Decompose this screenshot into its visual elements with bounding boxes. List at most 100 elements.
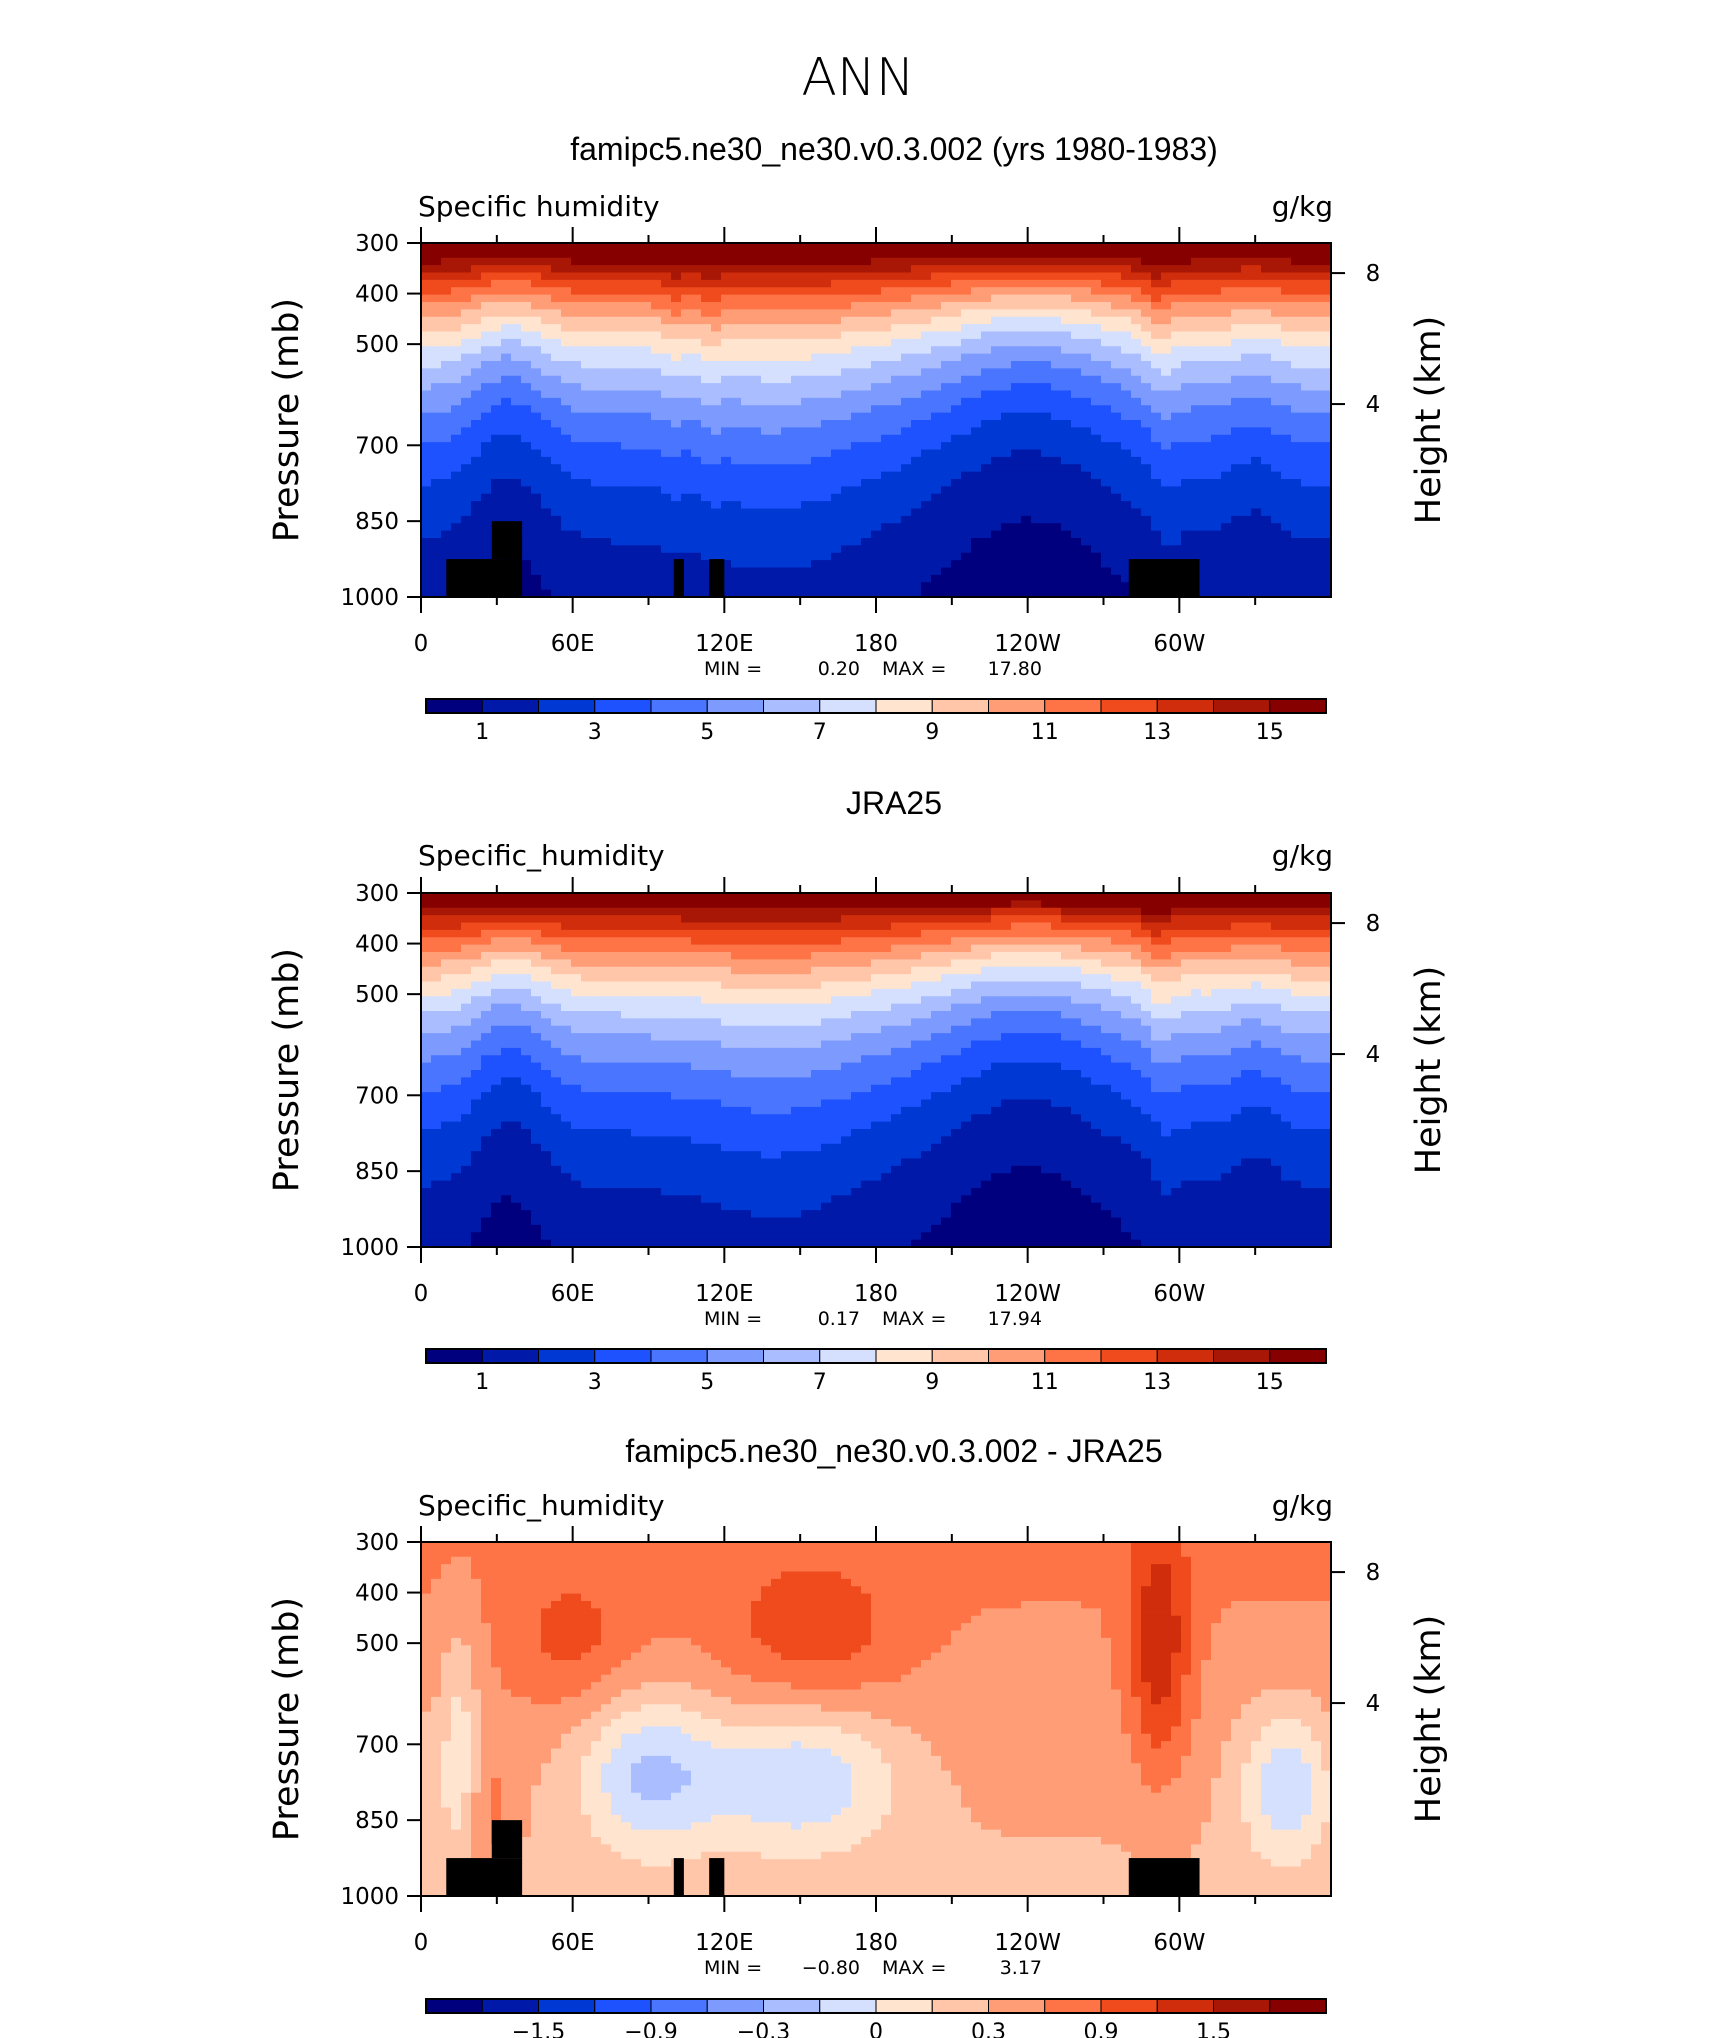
contour-cell (1071, 501, 1082, 510)
contour-cell (851, 915, 862, 924)
contour-cell (1061, 449, 1072, 458)
contour-cell (751, 508, 762, 517)
contour-cell (1151, 257, 1162, 266)
contour-cell (541, 508, 552, 517)
contour-cell (761, 250, 772, 259)
contour-cell (1161, 397, 1172, 406)
contour-cell (1151, 523, 1162, 532)
contour-cell (1191, 390, 1202, 399)
contour-cell (611, 900, 622, 909)
contour-cell (1171, 331, 1182, 340)
contour-cell (821, 486, 832, 495)
contour-cell (1191, 456, 1202, 465)
contour-cell (901, 589, 912, 597)
contour-cell (731, 412, 742, 421)
contour-cell (631, 456, 642, 465)
contour-cell (1161, 338, 1172, 347)
contour-cell (791, 560, 802, 569)
contour-cell (651, 331, 662, 340)
contour-cell (891, 316, 902, 325)
contour-cell (1051, 523, 1062, 532)
contour-cell (731, 397, 742, 406)
contour-cell (421, 243, 432, 251)
contour-cell (931, 265, 942, 274)
contour-cell (591, 383, 602, 392)
contour-cell (801, 523, 812, 532)
contour-cell (1051, 442, 1062, 451)
contour-cell (521, 309, 532, 318)
contour-cell (981, 915, 992, 924)
contour-cell (1211, 434, 1222, 443)
contour-cell (931, 302, 942, 310)
contour-cell (731, 302, 742, 310)
contour-cell (1011, 442, 1022, 451)
contour-cell (561, 486, 572, 495)
contour-cell (561, 479, 572, 487)
contour-cell (961, 486, 972, 495)
contour-cell (981, 567, 992, 576)
contour-cell (721, 915, 732, 924)
contour-cell (1231, 449, 1242, 458)
contour-cell (1101, 265, 1112, 274)
contour-cell (761, 294, 772, 303)
contour-cell (481, 368, 492, 377)
contour-cell (921, 501, 932, 510)
contour-cell (651, 405, 662, 414)
contour-cell (1251, 907, 1262, 916)
contour-cell (1181, 287, 1192, 296)
contour-cell (921, 915, 932, 924)
contour-cell (1211, 346, 1222, 355)
contour-cell (1171, 405, 1182, 414)
contour-cell (911, 309, 922, 318)
contour-cell (721, 361, 732, 369)
contour-cell (1261, 530, 1272, 539)
contour-cell (1201, 523, 1212, 532)
contour-cell (1211, 316, 1222, 325)
contour-cell (701, 464, 712, 473)
contour-cell (1151, 294, 1162, 303)
contour-cell (1091, 449, 1102, 458)
contour-cell (581, 405, 592, 414)
contour-cell (1191, 302, 1202, 310)
contour-cell (881, 567, 892, 576)
contour-cell (741, 900, 752, 909)
contour-cell (521, 250, 532, 259)
contour-cell (871, 390, 882, 399)
contour-cell (691, 346, 702, 355)
contour-cell (451, 508, 462, 517)
contour-cell (481, 552, 492, 561)
contour-cell (931, 471, 942, 480)
contour-cell (1321, 486, 1331, 495)
contour-cell (871, 449, 882, 458)
contour-cell (1111, 272, 1122, 281)
contour-cell (481, 508, 492, 517)
contour-cell (971, 279, 982, 288)
contour-cell (731, 420, 742, 428)
contour-cell (531, 324, 542, 333)
contour-cell (681, 900, 692, 909)
contour-cell (421, 479, 432, 487)
contour-cell (931, 309, 942, 318)
contour-cell (751, 353, 762, 362)
contour-cell (1061, 456, 1072, 465)
contour-cell (991, 294, 1002, 303)
contour-cell (861, 545, 872, 554)
contour-cell (601, 412, 612, 421)
contour-cell (1151, 479, 1162, 487)
contour-cell (651, 412, 662, 421)
contour-cell (921, 397, 932, 406)
contour-cell (931, 515, 942, 524)
contour-cell (1091, 538, 1102, 546)
contour-cell (931, 287, 942, 296)
contour-cell (601, 486, 612, 495)
contour-cell (611, 368, 622, 377)
contour-cell (961, 456, 972, 465)
contour-cell (471, 257, 482, 266)
contour-cell (691, 368, 702, 377)
contour-cell (901, 324, 912, 333)
contour-cell (461, 257, 472, 266)
contour-cell (441, 530, 452, 539)
contour-cell (561, 560, 572, 569)
contour-cell (921, 515, 932, 524)
contour-cell (1171, 338, 1182, 347)
